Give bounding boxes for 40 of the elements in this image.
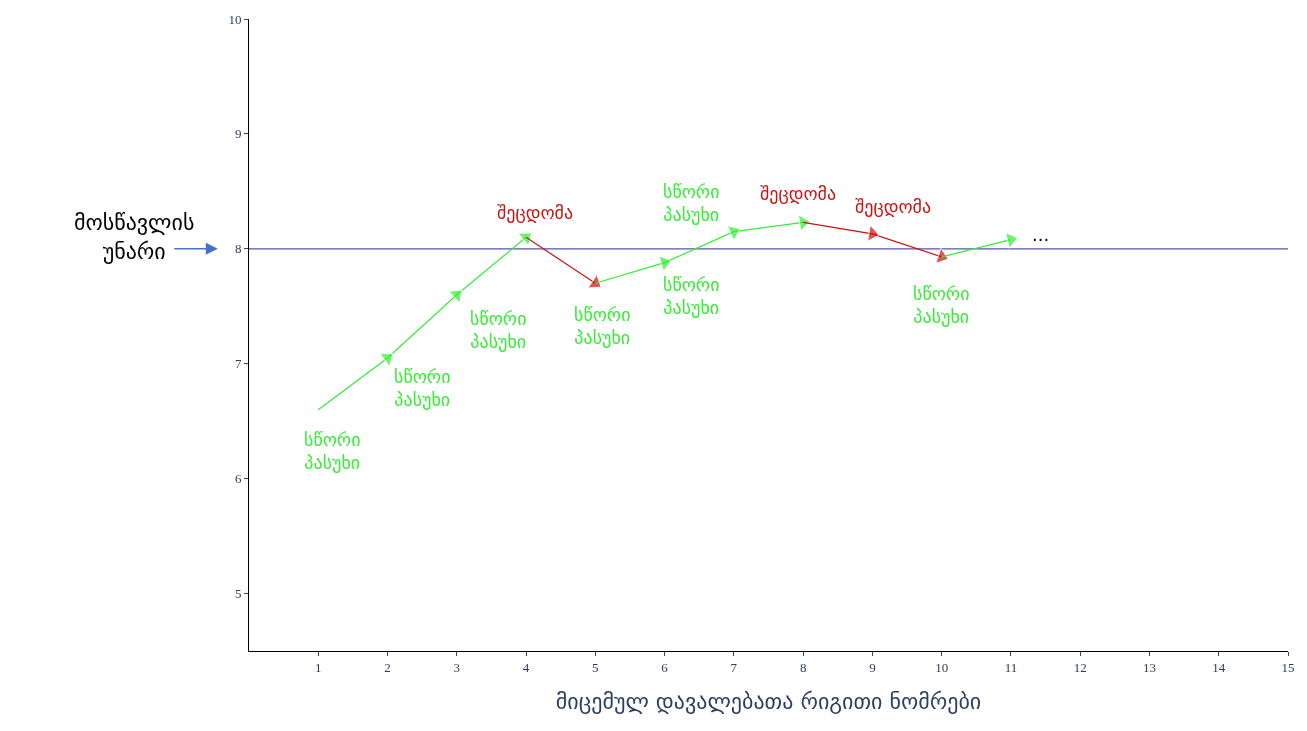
point (379, 353, 394, 368)
x-tick-label: 11 (1004, 659, 1018, 675)
annotation: სწორი პასუხი (913, 283, 970, 328)
x-tick-label: 2 (384, 659, 391, 675)
annotation: სწორი პასუხი (663, 274, 720, 319)
annotation: სწორი პასუხი (470, 308, 527, 353)
x-tick-label: 3 (453, 659, 461, 675)
annotation: ... (1032, 224, 1050, 245)
x-tick-label: 4 (522, 659, 530, 675)
point (658, 255, 672, 272)
point (798, 214, 811, 232)
x-tick-label: 12 (1073, 659, 1087, 675)
y-axis-title: მოსწავლის უნარი (74, 210, 195, 264)
x-tick-label: 13 (1142, 659, 1156, 675)
x-tick-label: 5 (592, 659, 599, 675)
y-tick-label: 9 (234, 126, 242, 142)
x-tick-label: 8 (799, 659, 807, 675)
annotation: შეცდომა (497, 202, 574, 223)
y-tick-label: 10 (228, 11, 242, 27)
point (517, 232, 532, 247)
x-tick-label: 10 (935, 659, 949, 675)
x-tick-label: 14 (1212, 659, 1226, 675)
x-tick-label: 1 (315, 659, 322, 675)
annotation: სწორი პასუხი (394, 366, 451, 411)
x-tick-label: 7 (730, 659, 738, 675)
point (448, 289, 463, 304)
x-tick-label: 9 (869, 659, 876, 675)
x-axis-title: მიცემულ დავალებათა რიგითი ნომრები (555, 689, 982, 715)
point (726, 225, 741, 241)
y-tick-label: 7 (234, 356, 242, 372)
y-tick-label: 8 (234, 241, 242, 257)
annotation: შეცდომა (855, 196, 932, 217)
x-tick-label: 15 (1281, 659, 1295, 675)
annotation: სწორი პასუხი (574, 304, 631, 349)
annotation: სწორი პასუხი (663, 181, 720, 226)
y-tick-label: 5 (234, 586, 242, 602)
annotation: სწორი პასუხი (304, 429, 361, 474)
annotation: შეცდომა (760, 183, 837, 204)
x-tick-label: 6 (661, 659, 669, 675)
y-tick-label: 6 (234, 471, 242, 487)
